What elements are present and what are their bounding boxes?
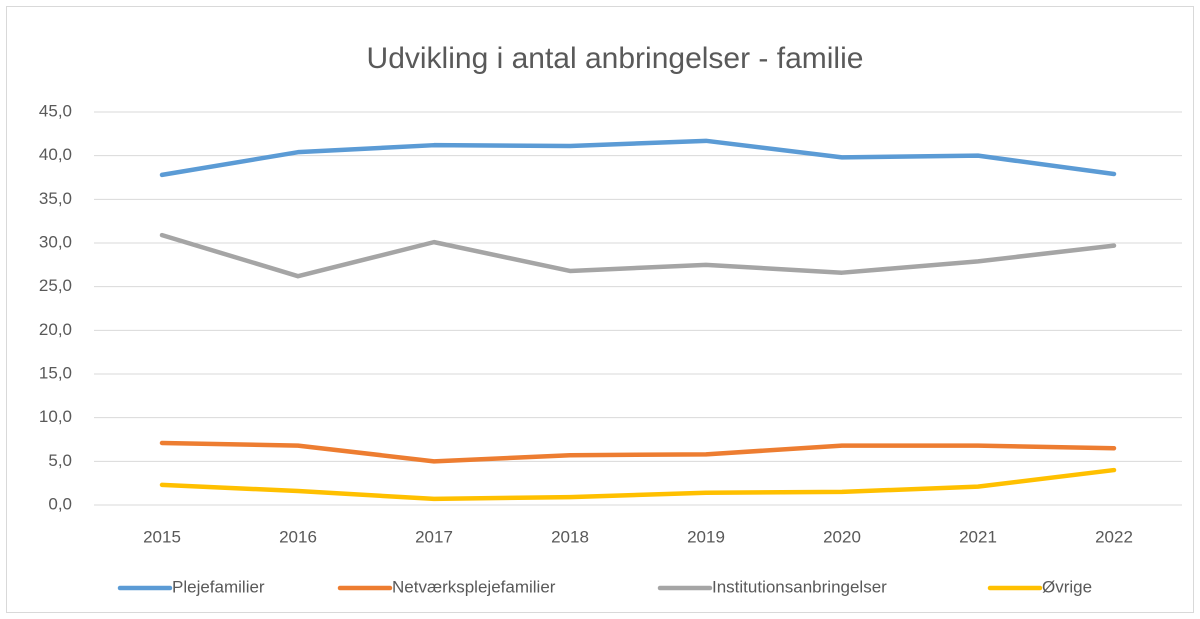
y-tick-label: 0,0 xyxy=(48,494,72,513)
chart-frame xyxy=(6,6,1194,613)
x-tick-label: 2021 xyxy=(959,527,997,546)
series-line xyxy=(159,138,1117,178)
legend-label: Plejefamilier xyxy=(172,577,265,596)
y-tick-label: 5,0 xyxy=(48,451,72,470)
series-line xyxy=(159,232,1117,279)
y-tick-label: 15,0 xyxy=(39,363,72,382)
legend-label: Institutionsanbringelser xyxy=(712,577,887,596)
x-tick-label: 2016 xyxy=(279,527,317,546)
chart-title: Udvikling i antal anbringelser - familie xyxy=(367,42,864,75)
x-tick-label: 2015 xyxy=(143,527,181,546)
x-tick-label: 2019 xyxy=(687,527,725,546)
legend-label: Netværksplejefamilier xyxy=(392,577,556,596)
series-line xyxy=(159,467,1117,502)
x-tick-label: 2022 xyxy=(1095,527,1133,546)
y-tick-label: 20,0 xyxy=(39,320,72,339)
x-tick-label: 2018 xyxy=(551,527,589,546)
y-tick-label: 25,0 xyxy=(39,276,72,295)
y-tick-label: 10,0 xyxy=(39,407,72,426)
y-tick-label: 40,0 xyxy=(39,145,72,164)
x-tick-label: 2020 xyxy=(823,527,861,546)
y-tick-label: 35,0 xyxy=(39,189,72,208)
series-line xyxy=(159,440,1117,464)
y-tick-label: 30,0 xyxy=(39,232,72,251)
x-tick-label: 2017 xyxy=(415,527,453,546)
y-tick-label: 45,0 xyxy=(39,101,72,120)
legend-label: Øvrige xyxy=(1042,577,1092,596)
